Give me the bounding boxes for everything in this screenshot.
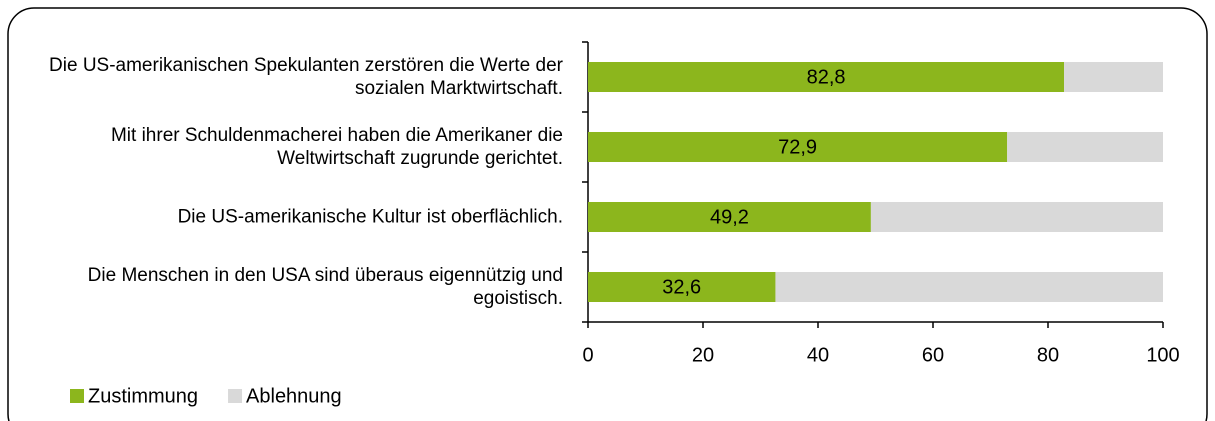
value-label: 32,6	[662, 276, 701, 298]
x-tick-label: 40	[807, 344, 829, 366]
x-tick-label: 20	[692, 344, 714, 366]
category-label: Die US-amerikanischen Spekulanten zerstö…	[49, 55, 563, 99]
bar-segment	[775, 272, 1163, 302]
legend-label: Zustimmung	[88, 385, 198, 407]
category-label: Die US-amerikanische Kultur ist oberfläc…	[177, 206, 563, 228]
x-tick-label: 80	[1037, 344, 1059, 366]
x-tick-label: 0	[582, 344, 593, 366]
bar-segment	[1007, 132, 1163, 162]
value-label: 49,2	[710, 206, 749, 228]
bar-segment	[588, 272, 776, 302]
value-label: 72,9	[778, 136, 817, 158]
category-label: Die Menschen in den USA sind überaus eig…	[87, 265, 563, 309]
value-label: 82,8	[807, 66, 846, 88]
bar-segment	[870, 202, 1163, 232]
bar-segment	[588, 132, 1008, 162]
bar-segment	[588, 62, 1065, 92]
legend-label: Ablehnung	[246, 385, 342, 407]
legend-swatch	[70, 389, 84, 403]
legend-swatch	[228, 389, 243, 403]
frame	[7, 7, 1208, 421]
x-tick-label: 60	[922, 344, 944, 366]
category-label: Mit ihrer Schuldenmacherei haben die Ame…	[110, 125, 563, 169]
x-tick-label: 100	[1146, 344, 1179, 366]
bar-segment	[1064, 62, 1163, 92]
bar-segment	[588, 202, 871, 232]
